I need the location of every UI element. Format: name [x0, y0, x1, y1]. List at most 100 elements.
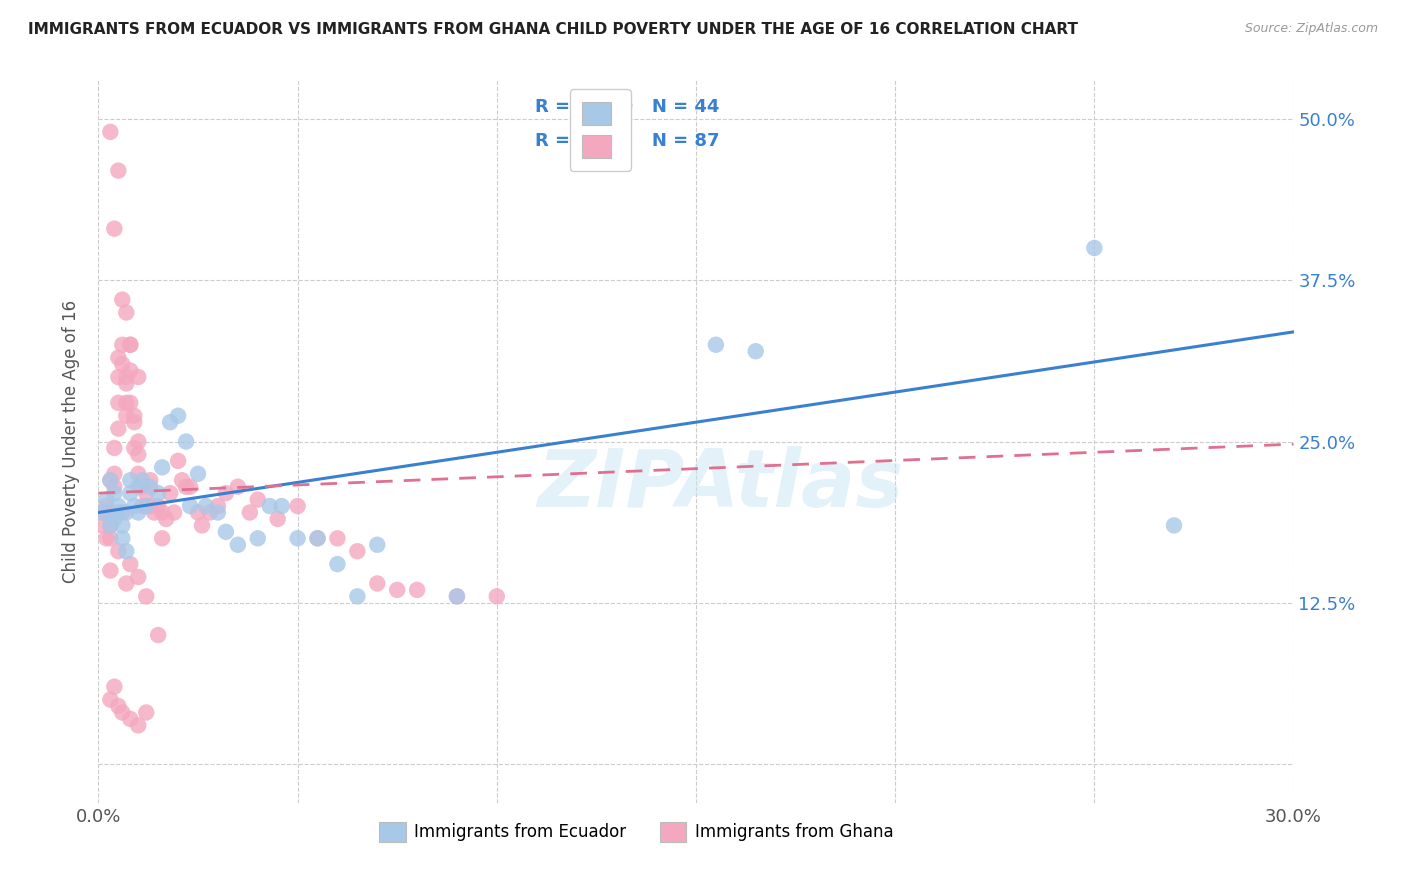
Point	[91, 518, 114, 533]
Point	[120, 338, 142, 352]
Legend: Immigrants from Ecuador, Immigrants from Ghana: Immigrants from Ecuador, Immigrants from…	[373, 815, 900, 848]
Point	[135, 706, 157, 720]
Text: ZIPAtlas: ZIPAtlas	[537, 446, 903, 524]
Point	[187, 506, 209, 520]
Point	[120, 338, 142, 352]
Point	[326, 557, 349, 571]
Point	[167, 409, 190, 423]
Text: R = 0.027   N = 87: R = 0.027 N = 87	[534, 132, 718, 150]
Point	[107, 351, 129, 365]
Point	[135, 499, 157, 513]
Point	[96, 492, 118, 507]
Point	[111, 518, 134, 533]
Point	[131, 480, 153, 494]
Point	[326, 531, 349, 545]
Point	[107, 370, 129, 384]
Point	[215, 486, 238, 500]
Point	[115, 409, 138, 423]
Point	[120, 473, 142, 487]
Point	[91, 506, 114, 520]
Point	[139, 499, 162, 513]
Point	[107, 544, 129, 558]
Point	[98, 518, 122, 533]
Point	[124, 441, 146, 455]
Point	[111, 506, 134, 520]
Point	[159, 486, 181, 500]
Point	[115, 376, 138, 391]
Point	[127, 370, 149, 384]
Point	[150, 506, 173, 520]
Point	[120, 363, 142, 377]
Point	[127, 480, 149, 494]
Point	[259, 499, 281, 513]
Point	[103, 441, 125, 455]
Point	[198, 506, 221, 520]
Point	[287, 531, 309, 545]
Point	[215, 524, 238, 539]
Point	[366, 576, 388, 591]
Point	[191, 518, 214, 533]
Point	[139, 480, 162, 494]
Point	[148, 486, 170, 500]
Point	[107, 699, 129, 714]
Point	[127, 506, 149, 520]
Point	[127, 570, 149, 584]
Point	[111, 357, 134, 371]
Point	[167, 454, 190, 468]
Point	[127, 718, 149, 732]
Point	[159, 415, 181, 429]
Point	[1163, 518, 1185, 533]
Point	[91, 506, 114, 520]
Point	[446, 590, 468, 604]
Point	[98, 692, 122, 706]
Point	[745, 344, 768, 359]
Point	[187, 467, 209, 481]
Point	[446, 590, 468, 604]
Text: IMMIGRANTS FROM ECUADOR VS IMMIGRANTS FROM GHANA CHILD POVERTY UNDER THE AGE OF : IMMIGRANTS FROM ECUADOR VS IMMIGRANTS FR…	[28, 22, 1078, 37]
Point	[103, 512, 125, 526]
Point	[103, 680, 125, 694]
Point	[127, 434, 149, 449]
Point	[115, 506, 138, 520]
Point	[96, 499, 118, 513]
Point	[124, 415, 146, 429]
Point	[135, 499, 157, 513]
Point	[270, 499, 292, 513]
Point	[485, 590, 508, 604]
Point	[195, 499, 218, 513]
Point	[172, 473, 194, 487]
Point	[111, 338, 134, 352]
Point	[174, 480, 197, 494]
Point	[98, 473, 122, 487]
Text: R = 0.370   N = 44: R = 0.370 N = 44	[534, 98, 718, 116]
Point	[307, 531, 329, 545]
Point	[346, 544, 368, 558]
Point	[150, 531, 173, 545]
Point	[98, 531, 122, 545]
Point	[131, 499, 153, 513]
Point	[385, 582, 409, 597]
Point	[135, 486, 157, 500]
Point	[96, 531, 118, 545]
Point	[246, 492, 269, 507]
Point	[148, 499, 170, 513]
Point	[307, 531, 329, 545]
Point	[115, 370, 138, 384]
Point	[124, 499, 146, 513]
Point	[366, 538, 388, 552]
Point	[107, 396, 129, 410]
Point	[139, 473, 162, 487]
Point	[207, 506, 229, 520]
Point	[111, 706, 134, 720]
Point	[111, 293, 134, 307]
Point	[179, 480, 201, 494]
Point	[103, 486, 125, 500]
Point	[115, 396, 138, 410]
Point	[98, 506, 122, 520]
Point	[107, 422, 129, 436]
Point	[246, 531, 269, 545]
Text: Source: ZipAtlas.com: Source: ZipAtlas.com	[1244, 22, 1378, 36]
Point	[174, 434, 197, 449]
Point	[127, 467, 149, 481]
Point	[226, 538, 249, 552]
